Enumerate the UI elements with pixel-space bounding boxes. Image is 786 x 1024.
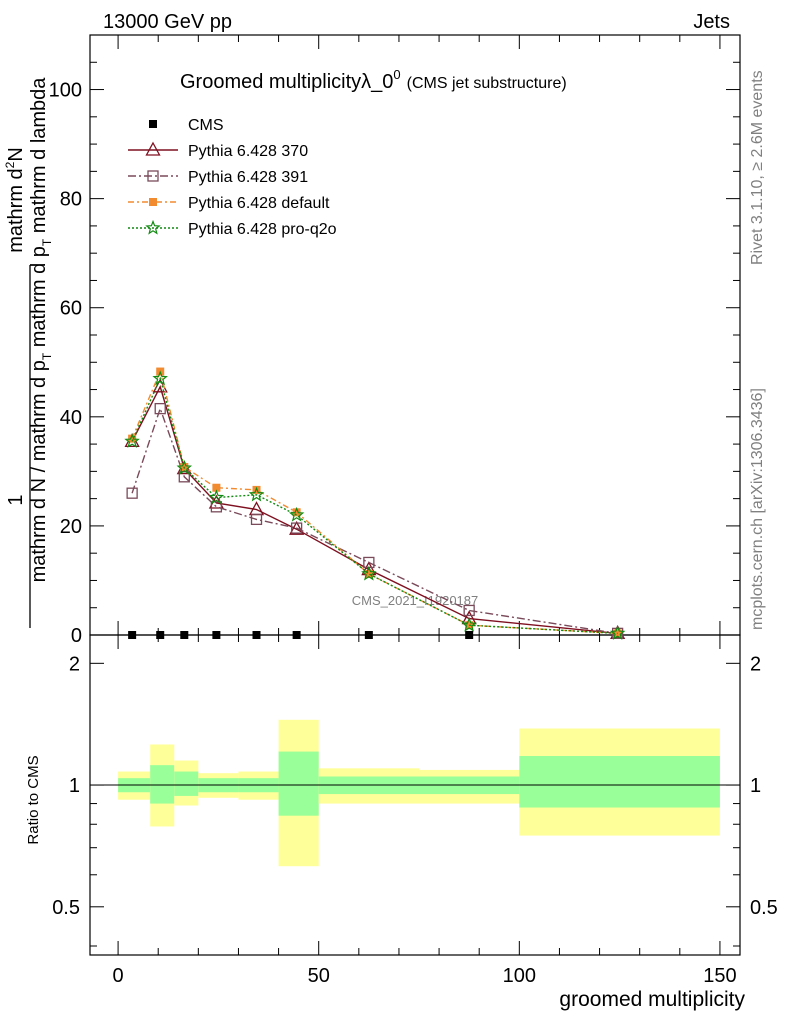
ratio-ylabel: Ratio to CMS [25,755,42,844]
process-label: Jets [693,11,730,33]
ratio-ytick-label-left-0.5: 0.5 [52,897,80,919]
ratio-ytick-label-right-0.5: 0.5 [750,897,778,919]
series-0-point-5 [292,631,301,639]
x-axis-label: groomed multiplicity [559,988,745,1011]
series-0-point-0 [128,631,137,639]
ratio-band-inner-5 [278,751,319,816]
series-line-3 [131,369,618,635]
title-main: Groomed multiplicityλ_0 [180,71,393,93]
series-3-point-3 [212,483,221,492]
main-ytick-label-100: 100 [49,80,82,102]
ylabel-denominator: mathrm d N / mathrm d pT mathrm d pT mat… [28,77,54,583]
series-2-point-2 [178,471,190,483]
data-series [124,367,626,640]
analysis-watermark: CMS_2021_I1920187 [352,593,479,608]
ratio-plot-frame [89,634,741,956]
series-2-point-7 [463,604,475,617]
ratio-band-inner-1 [150,765,175,804]
ratio-band-inner-2 [174,771,199,796]
legend-label-4: Pythia 6.428 pro-q2o [188,221,337,238]
ratio-xtick-label-0: 0 [113,965,124,987]
ratio-ytick-label-left-1: 1 [69,775,80,797]
series-0-point-2 [180,631,189,639]
series-line-2 [131,406,618,635]
series-0-point-1 [156,631,165,639]
ratio-xtick-label-100: 100 [503,965,536,987]
series-4-point-6 [361,565,377,581]
series-4-point-5 [288,506,305,522]
series-3-point-6 [364,569,373,578]
main-ylabel: 1 mathrm d2N mathrm d N / mathrm d pT ma… [3,77,54,628]
ratio-xtick-label-50: 50 [308,965,330,987]
main-ytick-label-40: 40 [60,407,82,429]
legend-marker-4 [145,219,161,235]
mcplots-label: mcplots.cern.ch [arXiv:1306.3436] [749,388,766,630]
ylabel-numer-one: 1 [5,494,27,505]
series-4-point-2 [176,459,193,475]
main-ytick-label-80: 80 [60,189,82,211]
series-line-1 [131,384,618,635]
series-2 [126,402,624,640]
plot-title: Groomed multiplicityλ_00 (CMS jet substru… [180,67,567,93]
title-subtitle: (CMS jet substructure) [407,75,567,92]
series-4-point-1 [152,370,168,386]
series-4 [124,370,626,640]
ratio-bands [118,719,720,867]
series-2-point-4 [250,513,263,526]
series-line-4 [131,376,618,635]
main-ytick-label-20: 20 [60,516,82,538]
main-ytick-label-0: 0 [71,625,82,647]
series-2-point-5 [290,522,303,534]
series-3-point-5 [292,508,301,517]
ratio-ytick-label-right-1: 1 [750,775,761,797]
series-0-point-6 [364,631,373,639]
series-0-point-7 [465,631,474,639]
ratio-band-inner-8 [519,755,720,808]
series-0-point-3 [212,631,221,639]
legend-marker-2 [147,170,159,182]
ratio-xtick-label-150: 150 [703,965,736,987]
series-4-point-3 [208,489,225,505]
ratio-ytick-label-left-2: 2 [69,653,80,675]
series-3-point-0 [128,434,137,443]
title-superscript: 0 [393,67,400,82]
energy-label: 13000 GeV pp [103,11,232,33]
legend-marker-3 [149,198,157,206]
main-axis-ticks: 0 20 40 60 80 100 [49,34,740,647]
legend-label-3: Pythia 6.428 default [188,195,330,212]
legend-label-1: Pythia 6.428 370 [188,143,308,160]
series-1-point-5 [289,520,305,535]
legend-marker-0 [149,120,157,128]
series-4-point-8 [609,625,626,640]
ratio-ytick-label-right-2: 2 [750,653,761,675]
series-4-point-7 [461,617,477,632]
legend-label-0: CMS [188,117,224,134]
series-2-point-1 [154,402,166,415]
ylabel-numerator: mathrm d2N [3,147,27,253]
series-4-point-0 [124,433,140,448]
legend: CMS Pythia 6.428 370 Pythia 6.428 391 Pythi… [128,117,337,238]
legend-marker-1 [145,141,161,156]
series-2-point-0 [126,487,138,499]
series-0-point-4 [252,631,261,639]
series-2-point-3 [210,501,223,513]
series-4-point-4 [248,486,265,502]
main-ytick-label-60: 60 [60,298,82,320]
rivet-label: Rivet 3.1.10, ≥ 2.6M events [749,70,766,265]
legend-label-2: Pythia 6.428 391 [188,169,308,186]
series-3-point-8 [613,629,622,638]
series-3-point-7 [465,621,474,630]
